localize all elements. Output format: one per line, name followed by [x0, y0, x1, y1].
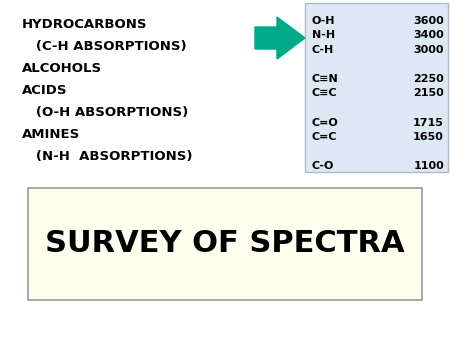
Text: O-H: O-H — [312, 16, 336, 26]
Text: ALCOHOLS: ALCOHOLS — [22, 62, 102, 75]
Polygon shape — [255, 17, 305, 59]
Text: C≡N: C≡N — [312, 74, 339, 84]
FancyBboxPatch shape — [28, 188, 422, 300]
Text: ACIDS: ACIDS — [22, 84, 68, 97]
Text: 1715: 1715 — [413, 118, 444, 127]
Text: C≡C: C≡C — [312, 89, 338, 98]
Text: 2150: 2150 — [413, 89, 444, 98]
FancyBboxPatch shape — [305, 3, 448, 172]
Text: 3000: 3000 — [414, 45, 444, 55]
Text: N-H: N-H — [312, 30, 335, 41]
Text: C=C: C=C — [312, 132, 338, 142]
Text: 2250: 2250 — [413, 74, 444, 84]
Text: 1100: 1100 — [413, 161, 444, 171]
Text: (O-H ABSORPTIONS): (O-H ABSORPTIONS) — [22, 106, 188, 119]
Text: 3400: 3400 — [413, 30, 444, 41]
Text: AMINES: AMINES — [22, 128, 80, 141]
Text: (N-H  ABSORPTIONS): (N-H ABSORPTIONS) — [22, 150, 193, 163]
Text: 1650: 1650 — [413, 132, 444, 142]
Text: 3600: 3600 — [413, 16, 444, 26]
Text: C-O: C-O — [312, 161, 334, 171]
Text: (C-H ABSORPTIONS): (C-H ABSORPTIONS) — [22, 40, 187, 53]
Text: C=O: C=O — [312, 118, 339, 127]
Text: C-H: C-H — [312, 45, 334, 55]
Text: HYDROCARBONS: HYDROCARBONS — [22, 18, 148, 31]
Text: SURVEY OF SPECTRA: SURVEY OF SPECTRA — [45, 230, 405, 259]
